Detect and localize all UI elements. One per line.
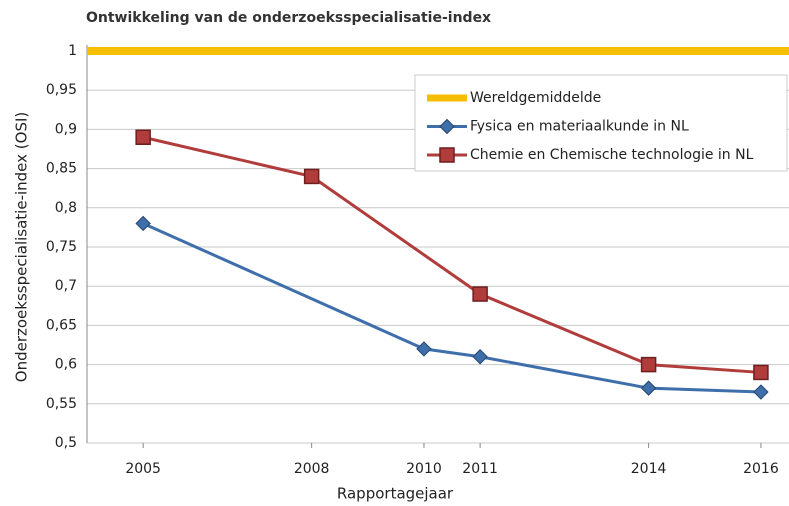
y-tick-label: 0,8 bbox=[55, 200, 77, 216]
legend-label: Chemie en Chemische technologie in NL bbox=[470, 147, 754, 163]
y-tick-label: 0,65 bbox=[46, 317, 77, 333]
x-tick-label: 2014 bbox=[631, 461, 667, 477]
y-tick-label: 0,6 bbox=[55, 357, 77, 373]
x-tick-label: 2010 bbox=[406, 461, 442, 477]
legend-marker bbox=[439, 118, 455, 135]
data-point bbox=[640, 356, 657, 373]
legend-marker bbox=[439, 147, 455, 163]
y-tick-label: 0,9 bbox=[55, 121, 77, 137]
chart-title: Ontwikkeling van de onderzoeksspecialisa… bbox=[86, 10, 491, 26]
series-line bbox=[142, 135, 762, 374]
data-point bbox=[472, 349, 488, 365]
x-tick-label: 2016 bbox=[743, 461, 779, 477]
y-tick-label: 0,5 bbox=[55, 435, 77, 451]
x-axis-label: Rapportagejaar bbox=[337, 485, 454, 503]
x-tick-label: 2008 bbox=[294, 461, 330, 477]
y-tick-label: 1 bbox=[68, 43, 77, 59]
y-tick-label: 0,95 bbox=[46, 82, 77, 98]
data-point bbox=[753, 364, 769, 381]
y-tick-label: 0,55 bbox=[46, 396, 77, 412]
legend-box bbox=[414, 74, 788, 172]
data-point bbox=[472, 286, 488, 302]
data-point bbox=[135, 215, 151, 232]
x-tick-label: 2005 bbox=[125, 461, 161, 477]
y-tick-label: 0,75 bbox=[46, 239, 77, 255]
data-point bbox=[135, 129, 151, 145]
data-point bbox=[303, 168, 320, 185]
data-point bbox=[753, 384, 769, 400]
data-point bbox=[640, 380, 657, 396]
y-tick-label: 0,7 bbox=[55, 278, 77, 294]
legend-label: Wereldgemiddelde bbox=[470, 90, 601, 106]
x-tick-label: 2011 bbox=[462, 461, 498, 477]
data-point bbox=[416, 341, 432, 357]
legend-label: Fysica en materiaalkunde in NL bbox=[470, 119, 689, 135]
y-tick-label: 0,85 bbox=[46, 161, 77, 177]
y-axis-label: Onderzoeksspecialisatie-index (OSI) bbox=[13, 112, 31, 382]
